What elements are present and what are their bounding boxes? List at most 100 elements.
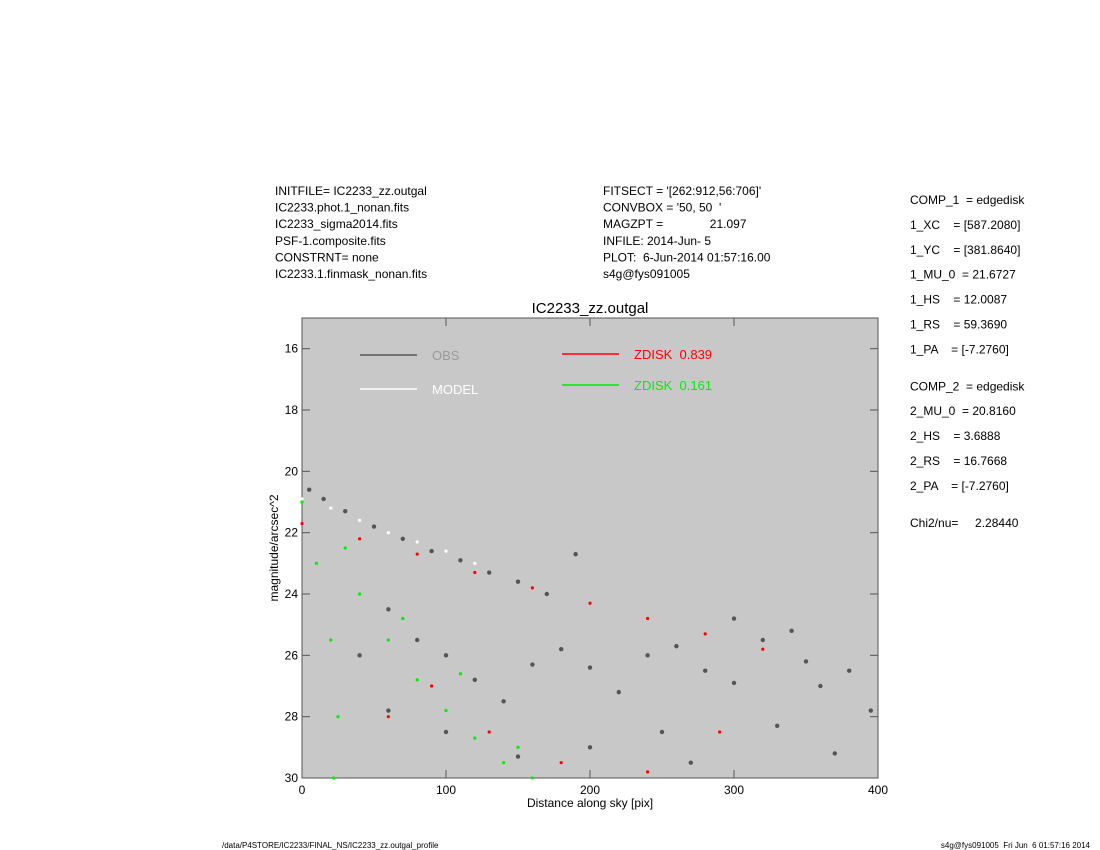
data-point — [443, 729, 449, 735]
fit-parameter: 1_MU_0 = 21.6727 — [910, 268, 1016, 282]
data-point — [703, 668, 708, 673]
data-point — [358, 537, 362, 541]
fit-parameter: COMP_2 = edgedisk — [910, 379, 1025, 393]
data-point — [646, 770, 650, 774]
data-point — [818, 683, 823, 689]
data-point — [307, 487, 312, 492]
fit-parameter: 2_MU_0 = 20.8160 — [910, 404, 1016, 418]
data-point — [336, 715, 340, 719]
header-line: IC2233_sigma2014.fits — [275, 217, 398, 231]
data-point — [401, 616, 405, 621]
data-point — [803, 659, 809, 664]
data-point — [358, 592, 362, 596]
legend-label: MODEL — [432, 382, 478, 397]
legend-label: ZDISK 0.839 — [634, 347, 712, 362]
data-point — [343, 546, 347, 550]
data-point — [515, 754, 521, 759]
fit-parameter: 2_PA = [-7.2760] — [910, 479, 1009, 493]
data-point — [616, 689, 621, 695]
legend-label: OBS — [432, 348, 460, 363]
data-point — [688, 760, 693, 765]
fit-parameter: 1_HS = 12.0087 — [910, 293, 1007, 307]
data-point — [400, 536, 405, 541]
data-point — [415, 552, 419, 556]
legend-label: ZDISK 0.161 — [634, 378, 712, 393]
data-point — [501, 699, 506, 704]
data-point — [573, 551, 578, 557]
data-point — [443, 653, 449, 658]
x-tick-label: 100 — [436, 783, 456, 797]
plot-area — [301, 317, 879, 779]
y-tick-label: 30 — [285, 771, 299, 785]
header-line: MAGZPT = 21.097 — [603, 217, 747, 231]
header-line: IC2233.1.finmask_nonan.fits — [275, 267, 427, 281]
data-point — [775, 723, 780, 729]
header-line: CONVBOX = '50, 50 ' — [603, 201, 721, 215]
data-point — [487, 730, 491, 734]
header-line: PLOT: 6-Jun-2014 01:57:16.00 — [603, 250, 771, 264]
data-point — [300, 500, 304, 504]
data-point — [314, 561, 318, 565]
data-point — [329, 638, 333, 642]
y-axis-label: magnitude/arcsec^2 — [267, 494, 281, 601]
header-line: INFILE: 2014-Jun- 5 — [603, 234, 711, 248]
data-point — [868, 708, 873, 713]
footer-right: s4g@fys091005 Fri Jun 6 01:57:16 2014 — [941, 841, 1091, 850]
data-point — [415, 540, 419, 544]
data-point — [761, 647, 765, 651]
fit-parameter: 1_PA = [-7.2760] — [910, 342, 1009, 356]
fit-parameter: 1_YC = [381.8640] — [910, 243, 1020, 257]
data-point — [472, 677, 477, 683]
data-point — [559, 647, 564, 652]
data-point — [458, 672, 462, 676]
data-point — [415, 637, 420, 643]
data-point — [760, 637, 765, 643]
x-tick-label: 400 — [868, 783, 888, 797]
data-point — [473, 561, 477, 565]
data-point — [544, 591, 549, 597]
fit-parameter: COMP_1 = edgedisk — [910, 193, 1025, 207]
x-tick-label: 300 — [724, 783, 744, 797]
data-point — [674, 643, 679, 649]
data-point — [458, 558, 463, 563]
fit-parameter: 1_XC = [587.2080] — [910, 218, 1020, 232]
header-line: FITSECT = '[262:912,56:706]' — [603, 184, 761, 198]
data-point — [645, 653, 650, 658]
header-line: CONSTRNT= none — [275, 250, 379, 264]
data-point — [300, 521, 304, 526]
data-point — [430, 684, 434, 688]
header-line: IC2233.phot.1_nonan.fits — [275, 201, 409, 215]
data-point — [731, 616, 737, 621]
data-point — [530, 776, 535, 780]
data-point — [386, 531, 390, 535]
data-point — [847, 668, 852, 673]
x-tick-label: 0 — [299, 783, 306, 797]
y-tick-label: 20 — [285, 464, 299, 478]
fit-parameter: 2_RS = 16.7668 — [910, 454, 1007, 468]
data-point — [659, 729, 665, 735]
x-axis-label: Distance along sky [pix] — [527, 796, 653, 810]
data-point — [646, 616, 650, 621]
data-point — [415, 678, 419, 682]
data-point — [429, 548, 434, 554]
data-point — [300, 497, 304, 501]
fit-parameter: 2_HS = 3.6888 — [910, 429, 1001, 443]
fit-parameter: Chi2/nu= 2.28440 — [910, 516, 1019, 530]
y-tick-label: 28 — [285, 710, 299, 724]
header-line: s4g@fys091005 — [603, 267, 690, 281]
y-tick-label: 22 — [285, 526, 299, 540]
data-point — [832, 751, 837, 756]
data-point — [559, 761, 563, 765]
data-point — [789, 628, 794, 633]
data-point — [703, 632, 707, 636]
data-point — [321, 496, 326, 502]
header-line: INITFILE= IC2233_zz.outgal — [275, 184, 427, 198]
chart-title: IC2233_zz.outgal — [532, 300, 649, 317]
y-tick-label: 24 — [285, 587, 299, 601]
data-point — [329, 506, 333, 510]
data-point — [587, 745, 593, 750]
data-point — [530, 586, 535, 590]
y-tick-label: 26 — [285, 648, 299, 662]
data-point — [718, 730, 722, 734]
data-point — [502, 761, 506, 765]
